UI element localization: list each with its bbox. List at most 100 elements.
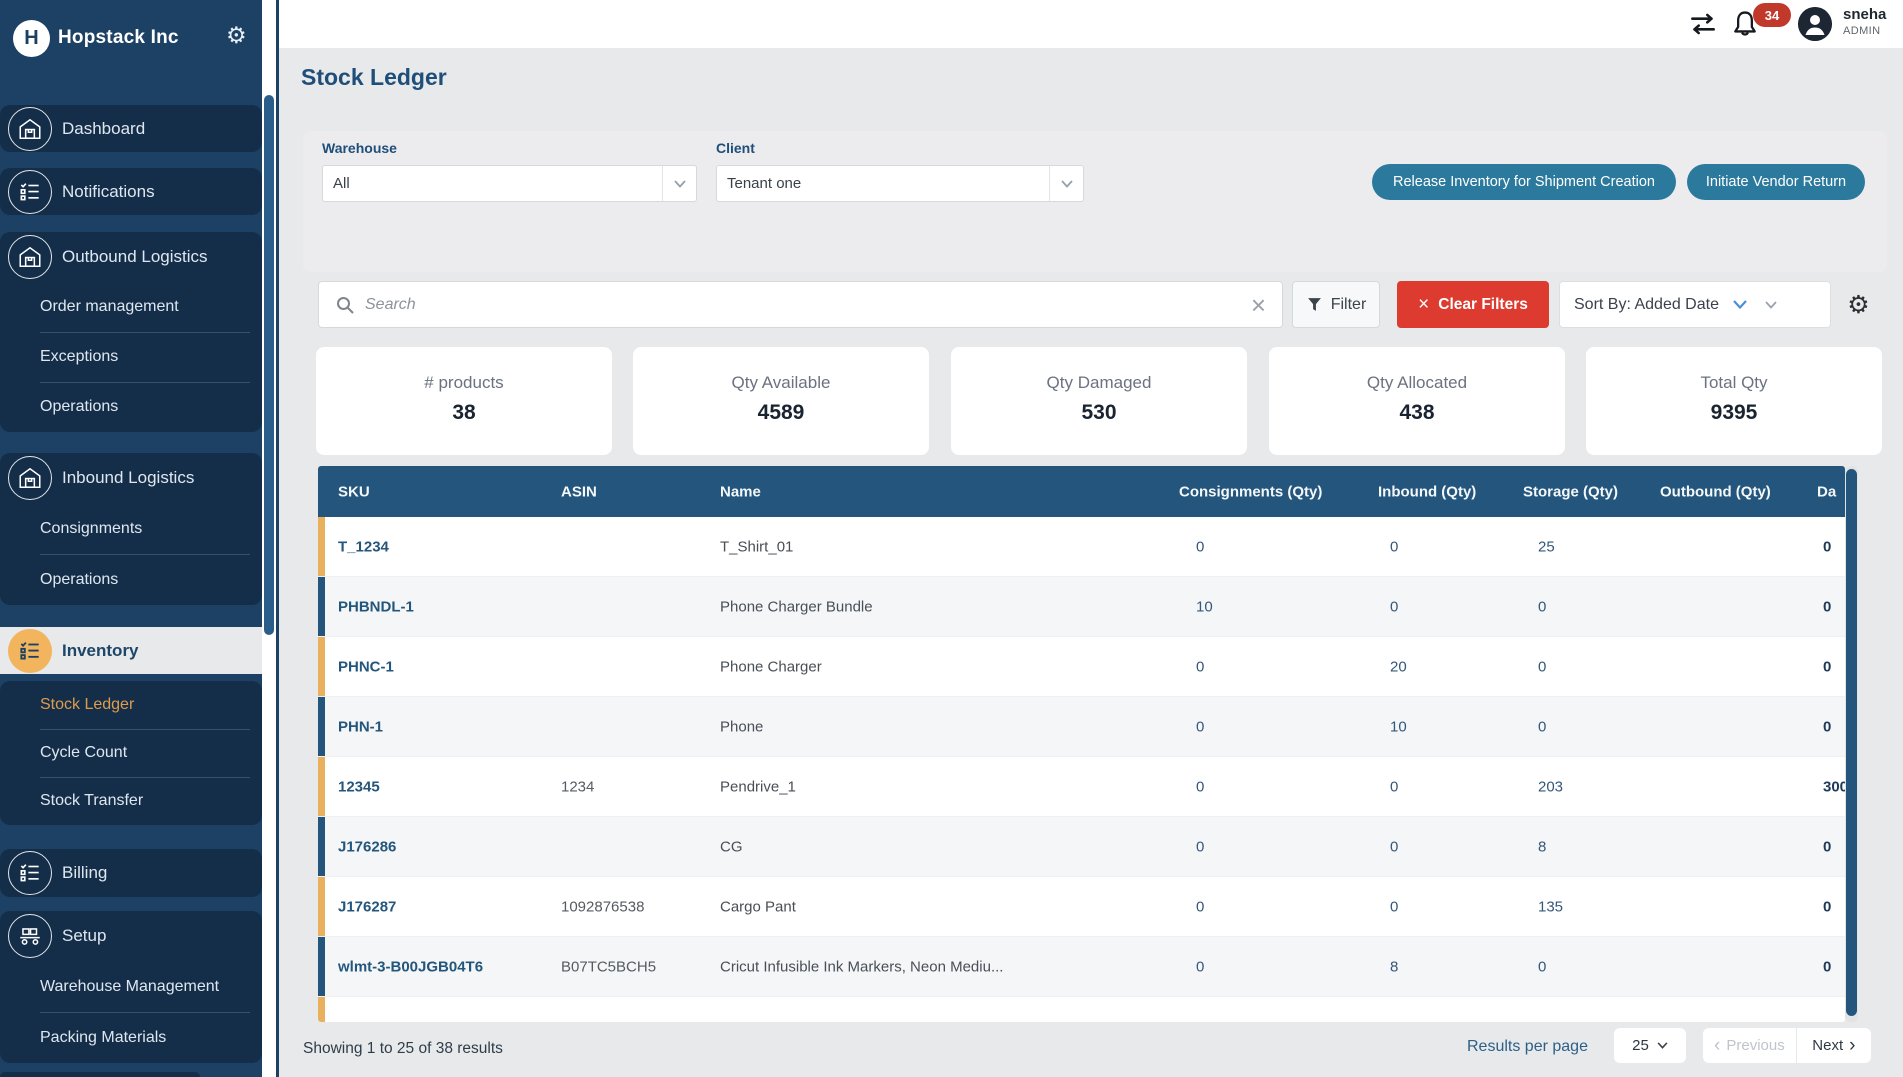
column-header-consignments[interactable]: Consignments (Qty) <box>1179 483 1323 500</box>
column-header-asin[interactable]: ASIN <box>561 483 597 500</box>
sidebar-settings-gear-icon[interactable]: ⚙ <box>226 23 247 49</box>
cell-inbound: 0 <box>1390 778 1399 795</box>
table-row[interactable]: 12345 1234 Pendrive_1 0 0 203 300 <box>318 757 1845 817</box>
sidebar-item-order-management[interactable]: Order management <box>0 282 262 332</box>
cell-sku[interactable]: PHBNDL-1 <box>338 598 414 615</box>
sidebar-item-billing[interactable]: Billing <box>0 849 262 897</box>
sidebar-group-notifications: Notifications <box>0 168 262 215</box>
column-header-storage[interactable]: Storage (Qty) <box>1523 483 1619 500</box>
warehouse-select[interactable]: All <box>322 165 697 202</box>
clear-filters-button[interactable]: × Clear Filters <box>1397 281 1549 328</box>
sidebar-item-inbound-logistics[interactable]: Inbound Logistics <box>0 453 262 504</box>
avatar[interactable] <box>1798 7 1832 41</box>
sidebar-group-setup: Setup Warehouse Management Packing Mater… <box>0 911 262 1063</box>
sidebar-group-inbound: Inbound Logistics Consignments Operation… <box>0 453 262 605</box>
sort-by-value: Sort By: Added Date <box>1574 295 1719 313</box>
table-row[interactable]: PHN-1 Phone 0 10 0 0 <box>318 697 1845 757</box>
cell-damaged: 0 <box>1823 658 1832 675</box>
pagination: ‹ Previous Next › <box>1703 1028 1871 1063</box>
client-select[interactable]: Tenant one <box>716 165 1084 202</box>
column-header-inbound[interactable]: Inbound (Qty) <box>1378 483 1477 500</box>
table-row[interactable]: PHBNDL-1 Phone Charger Bundle 10 0 0 0 <box>318 577 1845 637</box>
sidebar-item-dashboard[interactable]: Dashboard <box>0 105 262 152</box>
warehouse-value: All <box>333 175 350 192</box>
stat-card-total-qty: Total Qty 9395 <box>1586 347 1882 455</box>
sidebar-item-stock-transfer[interactable]: Stock Transfer <box>0 777 262 825</box>
next-page-button[interactable]: Next › <box>1797 1028 1871 1063</box>
cell-storage: 203 <box>1538 778 1564 795</box>
funnel-icon <box>1306 296 1323 313</box>
cell-sku[interactable]: J176287 <box>338 898 397 915</box>
search-input[interactable] <box>365 295 1251 314</box>
chevron-down-icon <box>1765 300 1777 309</box>
sidebar-item-outbound-operations[interactable]: Operations <box>0 382 262 432</box>
sidebar-scrollbar-thumb[interactable] <box>264 95 274 635</box>
table-row[interactable]: J176286 CG 0 0 8 0 <box>318 817 1845 877</box>
previous-page-button[interactable]: ‹ Previous <box>1703 1028 1797 1063</box>
cell-storage: 8 <box>1538 838 1547 855</box>
filter-button[interactable]: Filter <box>1292 281 1380 328</box>
column-header-damaged-truncated[interactable]: Da <box>1817 483 1837 500</box>
cell-storage: 0 <box>1538 718 1547 735</box>
sidebar-item-setup[interactable]: Setup <box>0 911 262 962</box>
stock-ledger-table: SKU ASIN Name Consignments (Qty) Inbound… <box>318 466 1845 1022</box>
sort-by-select[interactable]: Sort By: Added Date <box>1559 281 1831 328</box>
table-scrollbar-thumb[interactable] <box>1846 469 1857 1016</box>
sidebar-item-outbound-logistics[interactable]: Outbound Logistics <box>0 232 262 282</box>
cell-damaged: 0 <box>1823 898 1832 915</box>
table-row-partial <box>318 997 1845 1022</box>
table-row[interactable]: PHNC-1 Phone Charger 0 20 0 0 <box>318 637 1845 697</box>
sidebar-edge-divider <box>276 0 279 1077</box>
sidebar-item-exceptions[interactable]: Exceptions <box>0 332 262 382</box>
sidebar-item-stock-ledger[interactable]: Stock Ledger <box>0 681 262 729</box>
release-inventory-button[interactable]: Release Inventory for Shipment Creation <box>1372 164 1676 200</box>
search-icon <box>335 295 355 315</box>
cell-sku[interactable]: T_1234 <box>338 538 389 555</box>
table-settings-gear-icon[interactable]: ⚙ <box>1847 290 1870 319</box>
notification-bell-icon[interactable] <box>1729 8 1761 40</box>
sidebar-item-consignments[interactable]: Consignments <box>0 504 262 555</box>
sidebar-item-notifications[interactable]: Notifications <box>0 168 262 215</box>
column-header-outbound[interactable]: Outbound (Qty) <box>1660 483 1771 500</box>
brand-name: Hopstack Inc <box>58 27 179 48</box>
column-header-sku[interactable]: SKU <box>338 483 370 500</box>
table-row[interactable]: wlmt-3-B00JGB04T6 B07TC5BCH5 Cricut Infu… <box>318 937 1845 997</box>
chevron-left-icon: ‹ <box>1714 1034 1721 1056</box>
sidebar-item-label: Notifications <box>62 181 155 201</box>
initiate-vendor-return-button[interactable]: Initiate Vendor Return <box>1687 164 1865 200</box>
client-value: Tenant one <box>727 175 802 192</box>
cell-sku[interactable]: PHNC-1 <box>338 658 394 675</box>
warehouse-icon <box>8 106 52 151</box>
table-row[interactable]: J176287 1092876538 Cargo Pant 0 0 135 0 <box>318 877 1845 937</box>
results-per-page-label: Results per page <box>1467 1038 1588 1055</box>
clear-search-icon[interactable]: × <box>1250 289 1266 320</box>
table-header: SKU ASIN Name Consignments (Qty) Inbound… <box>318 466 1845 517</box>
cell-sku[interactable]: PHN-1 <box>338 718 384 735</box>
sidebar-item-warehouse-management[interactable]: Warehouse Management <box>0 962 262 1013</box>
cell-asin: B07TC5BCH5 <box>561 958 657 975</box>
column-header-name[interactable]: Name <box>720 483 761 500</box>
row-status-bar <box>318 577 325 636</box>
cell-asin: 1092876538 <box>561 898 645 915</box>
cell-sku[interactable]: 12345 <box>338 778 380 795</box>
cell-sku[interactable]: wlmt-3-B00JGB04T6 <box>338 958 484 975</box>
cell-storage: 25 <box>1538 538 1555 555</box>
sidebar-item-packing-materials[interactable]: Packing Materials <box>0 1012 262 1063</box>
stat-label: Total Qty <box>1700 373 1768 392</box>
swap-transfer-icon[interactable] <box>1687 11 1719 37</box>
sidebar-item-label: Consignments <box>40 520 143 537</box>
sidebar-item-cycle-count[interactable]: Cycle Count <box>0 729 262 777</box>
table-row[interactable]: T_1234 T_Shirt_01 0 0 25 0 <box>318 517 1845 577</box>
cell-damaged: 0 <box>1823 838 1832 855</box>
page-size-select[interactable]: 25 <box>1614 1028 1686 1063</box>
sidebar-header: H Hopstack Inc ⚙ <box>0 10 262 64</box>
row-status-bar <box>318 937 325 996</box>
stat-card-products: # products 38 <box>316 347 612 455</box>
sidebar-item-inventory-active[interactable]: Inventory <box>0 627 262 674</box>
cell-consignments: 0 <box>1196 778 1205 795</box>
checklist-icon <box>8 169 52 214</box>
cell-sku[interactable]: J176286 <box>338 838 397 855</box>
row-status-bar <box>318 517 325 576</box>
sidebar-item-inbound-operations[interactable]: Operations <box>0 554 262 605</box>
cell-storage: 135 <box>1538 898 1564 915</box>
